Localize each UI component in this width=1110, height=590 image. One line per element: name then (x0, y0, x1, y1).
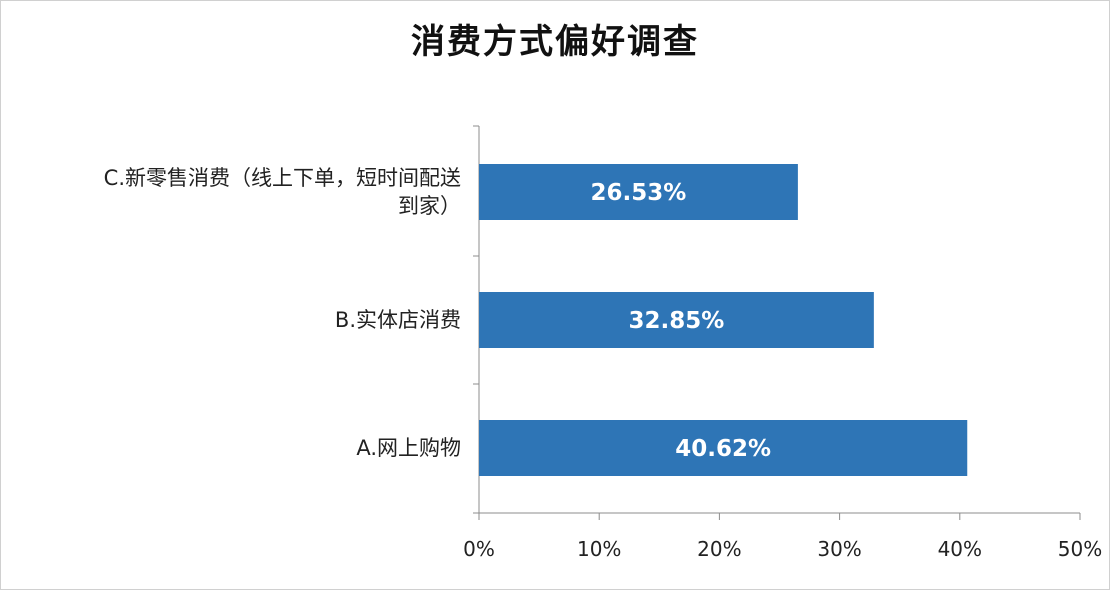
x-tick-label: 20% (697, 537, 741, 561)
bar (479, 292, 874, 348)
category-label: 到家） (398, 194, 461, 218)
category-label: B.实体店消费 (335, 308, 461, 332)
data-label: 26.53% (591, 180, 687, 206)
data-label: 32.85% (629, 308, 725, 334)
bar (479, 164, 798, 220)
data-label: 40.62% (675, 436, 771, 462)
bar (479, 420, 968, 476)
x-tick-label: 0% (463, 537, 495, 561)
x-tick-label: 30% (817, 537, 861, 561)
x-tick-label: 10% (577, 537, 621, 561)
category-label: A.网上购物 (356, 436, 461, 460)
chart-title: 消费方式偏好调查 (411, 22, 699, 62)
x-tick-label: 40% (938, 537, 982, 561)
category-label: C.新零售消费（线上下单，短时间配送 (104, 166, 461, 190)
x-tick-label: 50% (1058, 537, 1102, 561)
